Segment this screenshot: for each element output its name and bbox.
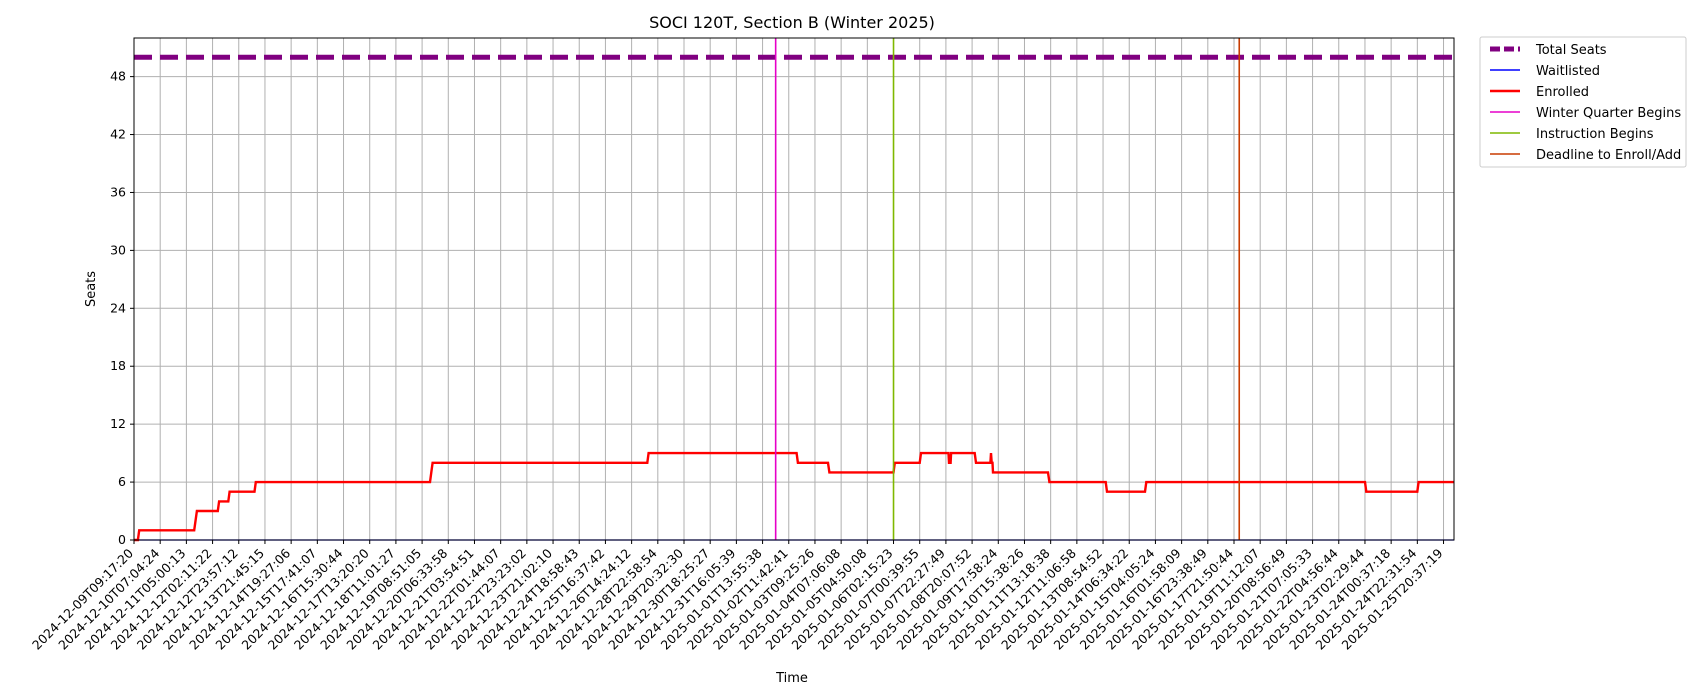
chart-title: SOCI 120T, Section B (Winter 2025) [649, 13, 935, 32]
y-tick-label: 18 [110, 358, 126, 373]
legend-label-deadline-to-enroll-add: Deadline to Enroll/Add [1536, 148, 1681, 163]
grid [133, 38, 1454, 541]
y-tick-label: 24 [110, 300, 126, 315]
y-tick-label: 30 [110, 242, 126, 257]
legend-frame [1479, 36, 1687, 168]
y-tick-label: 0 [118, 532, 126, 547]
y-axis: 0 6 12 18 24 30 36 42 48 [110, 69, 134, 547]
legend-label-instruction-begins: Instruction Begins [1536, 127, 1654, 142]
legend-label-enrolled: Enrolled [1536, 85, 1589, 100]
legend-label-total-seats: Total Seats [1535, 43, 1607, 58]
x-axis: 2024-12-09T09:17:202024-12-10T07:04:2420… [29, 540, 1446, 653]
x-axis-label: Time [775, 671, 808, 686]
y-axis-label: Seats [84, 271, 99, 307]
y-tick-label: 6 [118, 474, 126, 489]
series-enrolled [134, 451, 1454, 542]
legend: Total Seats Waitlisted Enrolled Winter Quar… [1479, 36, 1687, 168]
y-tick-label: 36 [110, 184, 126, 199]
legend-label-waitlisted: Waitlisted [1536, 64, 1600, 79]
legend-label-winter-quarter-begins: Winter Quarter Begins [1536, 106, 1681, 121]
series-layer [134, 38, 1454, 542]
y-tick-label: 12 [110, 416, 126, 431]
plot-frame [133, 37, 1455, 541]
y-tick-label: 48 [110, 69, 126, 84]
y-tick-label: 42 [110, 127, 126, 142]
